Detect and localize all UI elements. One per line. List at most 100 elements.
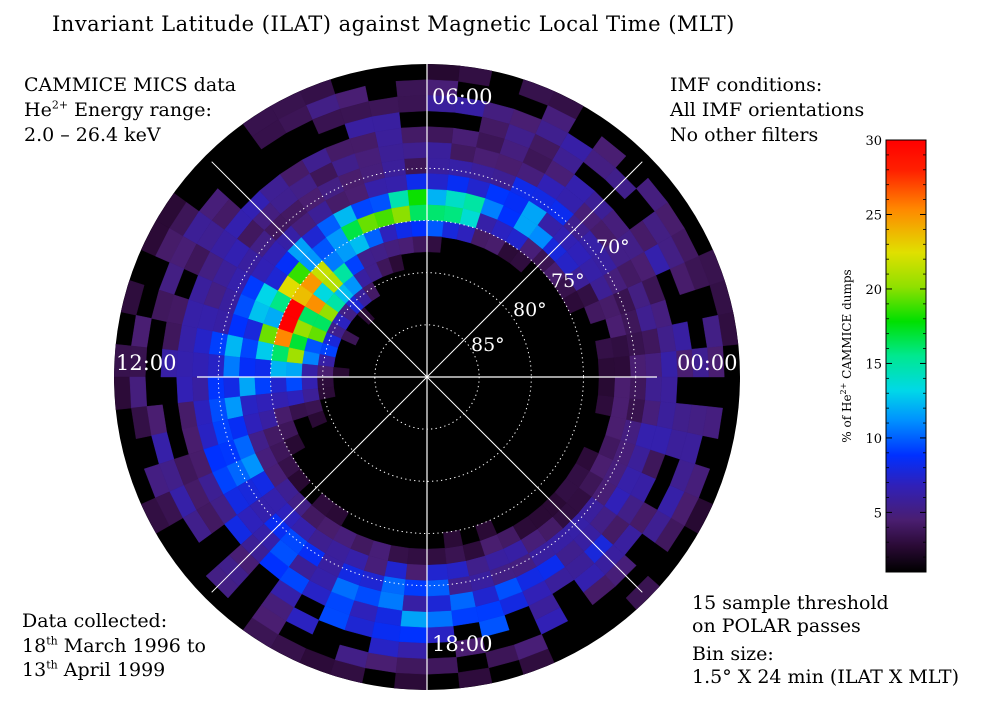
heatmap-bin <box>426 220 444 238</box>
heatmap-bin <box>405 563 428 581</box>
heatmap-bin <box>254 358 272 378</box>
heatmap-bin <box>251 119 287 150</box>
heatmap-bin <box>192 352 210 378</box>
heatmap-bin <box>426 64 460 82</box>
ilat-ring-label: 80° <box>513 299 547 321</box>
heatmap-bin <box>254 376 272 396</box>
heatmap-bin <box>340 329 360 346</box>
filters-label: No other filters <box>670 124 819 146</box>
heatmap-bin <box>575 446 599 472</box>
heatmap-bin <box>207 376 225 401</box>
heatmap-bin <box>597 376 616 397</box>
heatmap-bin <box>610 334 630 358</box>
heatmap-bin <box>426 547 447 566</box>
chart-title: Invariant Latitude (ILAT) against Magnet… <box>52 12 735 36</box>
heatmap-bin <box>613 376 631 399</box>
heatmap-bin <box>407 547 428 566</box>
heatmap-bin <box>285 376 303 392</box>
heatmap-bin <box>238 376 257 397</box>
heatmap-bin <box>317 365 334 378</box>
heatmap-bin <box>397 95 428 113</box>
heatmap-bin <box>426 188 447 207</box>
heatmap-bin <box>398 625 428 644</box>
heatmap-bin <box>285 362 303 378</box>
heatmap-bin <box>412 235 428 253</box>
ilat-ring-label: 70° <box>596 236 630 258</box>
heatmap-bin <box>384 560 408 580</box>
heatmap-bin <box>394 672 428 690</box>
heatmap-bin <box>595 394 615 417</box>
heatmap-bin <box>317 376 334 389</box>
heatmap-bin <box>176 350 194 378</box>
heatmap-bin <box>255 340 275 361</box>
heatmap-bin <box>403 157 428 175</box>
colorbar-tick-label: 20 <box>865 283 882 298</box>
heatmap-bin <box>625 575 660 610</box>
heatmap-bin <box>301 376 319 391</box>
colorbar-tick-label: 10 <box>865 432 882 447</box>
heatmap-bin <box>312 108 346 135</box>
imf-orientations-label: All IMF orientations <box>670 99 865 121</box>
heatmap-bin <box>317 386 336 401</box>
heatmap-bin <box>405 173 428 191</box>
heatmap-bin <box>395 79 428 98</box>
heatmap-bin <box>426 204 446 222</box>
heatmap-bin <box>207 353 225 378</box>
heatmap-bin <box>426 173 449 191</box>
heatmap-bin <box>610 396 630 420</box>
energy-range-value: 2.0 – 26.4 keV <box>24 124 161 146</box>
heatmap-bin <box>407 188 428 207</box>
heatmap-bin <box>129 376 148 409</box>
heatmap-bin <box>443 205 464 225</box>
heatmap-bin <box>287 468 311 493</box>
heatmap-bin <box>301 363 319 378</box>
colorbar-tick-label: 15 <box>865 357 882 372</box>
start-date-label: 18th March 1996 to <box>22 634 206 657</box>
heatmap-bin <box>114 376 132 410</box>
colorbar-gradient <box>885 139 927 573</box>
mlt-diagonal <box>211 161 643 593</box>
heatmap-bin <box>595 337 615 360</box>
heatmap-bin <box>239 394 259 417</box>
heatmap-bin <box>444 545 467 565</box>
heatmap-bin <box>426 610 454 628</box>
bin-size-value: 1.5° X 24 min (ILAT X MLT) <box>692 666 960 688</box>
heatmap-bin <box>239 337 259 360</box>
heatmap-bin <box>270 360 288 378</box>
heatmap-bin <box>332 366 350 378</box>
colorbar-tick-label: 25 <box>865 208 882 223</box>
passes-label: on POLAR passes <box>692 615 861 637</box>
heatmap-bin <box>223 376 241 399</box>
heatmap-bin <box>403 579 428 597</box>
data-collected-label: Data collected: <box>22 610 168 632</box>
heatmap-bin <box>395 656 428 675</box>
heatmap-bin <box>597 357 616 378</box>
heatmap-bin <box>223 355 241 378</box>
heatmap-bin <box>238 357 257 378</box>
heatmap-bin <box>192 376 210 402</box>
ilat-ring-label: 85° <box>471 334 505 356</box>
heatmap-bin <box>518 79 555 106</box>
heatmap-bin <box>702 314 723 348</box>
bin-size-label: Bin size: <box>692 643 774 665</box>
heatmap-bin <box>402 142 428 160</box>
end-date-label: 13th April 1999 <box>22 658 166 681</box>
heatmap-bin <box>426 142 452 160</box>
colorbar: 5 10 15 20 25 30 % of He2+ CAMMICE dumps <box>839 134 927 573</box>
heatmap-bin <box>660 376 678 404</box>
heatmap-bin <box>387 545 410 565</box>
heatmap-bin <box>384 174 408 194</box>
heatmap-bin <box>410 220 428 238</box>
heatmap-bin <box>660 350 678 378</box>
heatmap-bin <box>426 563 449 581</box>
heatmap-bin <box>307 410 328 429</box>
heatmap-bin <box>402 594 428 613</box>
heatmap-bin <box>629 376 647 401</box>
heatmap-bin <box>443 529 464 549</box>
threshold-label: 15 sample threshold <box>692 592 889 614</box>
heatmap-bin <box>446 560 470 580</box>
instrument-label: CAMMICE MICS data <box>24 74 237 96</box>
heatmap-bin <box>629 353 647 378</box>
heatmap-bins <box>114 64 739 690</box>
